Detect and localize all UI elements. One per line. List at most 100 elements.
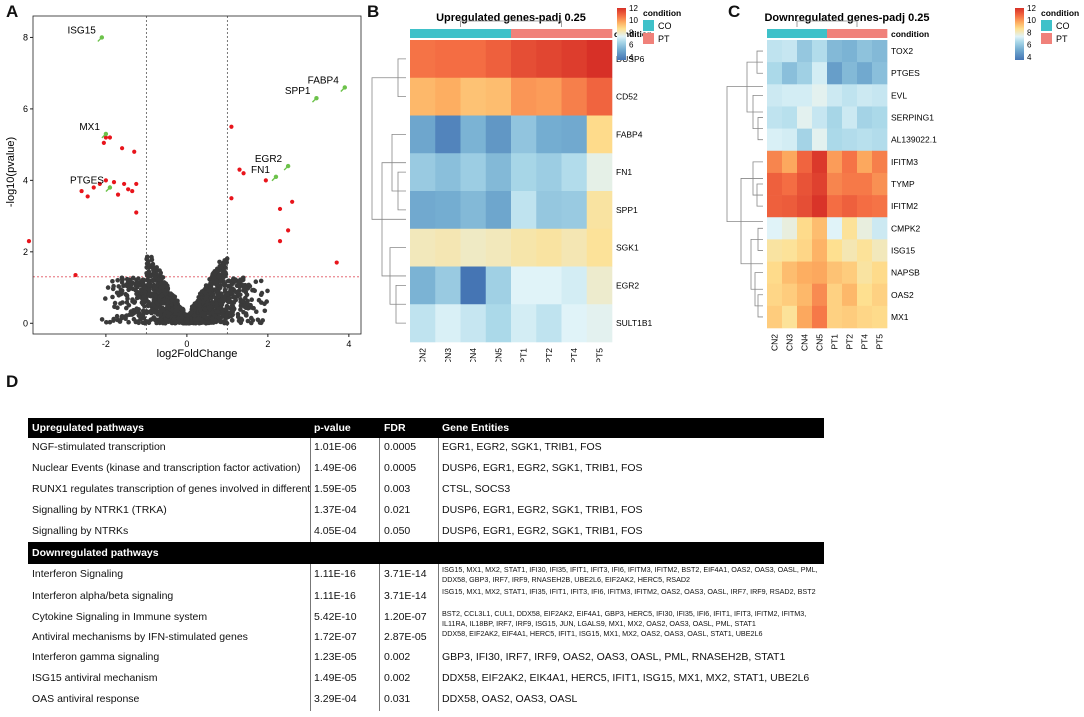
ns-point bbox=[166, 305, 171, 310]
pathway-name: Nuclear Events (kinase and transcription… bbox=[32, 462, 301, 474]
ns-point bbox=[215, 289, 220, 294]
ns-point bbox=[116, 284, 121, 289]
heatmap-cell bbox=[812, 84, 828, 107]
label-leader bbox=[101, 133, 107, 139]
heatmap-cell bbox=[561, 115, 588, 154]
significant-point bbox=[85, 194, 90, 199]
heatmap-cell bbox=[435, 77, 461, 116]
table-row: Interferon Signaling 1.11E-16 3.71E-14 ISG1… bbox=[28, 564, 824, 586]
column-divider bbox=[310, 501, 311, 522]
ns-point bbox=[116, 293, 122, 298]
ns-point bbox=[142, 289, 148, 295]
heatmap-cell bbox=[460, 115, 487, 154]
row-label: CD52 bbox=[616, 92, 638, 102]
ns-point bbox=[138, 317, 143, 322]
ns-point bbox=[265, 288, 270, 294]
ns-point bbox=[204, 315, 210, 320]
pathway-name: Signalling by NTRK1 (TRKA) bbox=[32, 504, 167, 516]
ns-point bbox=[110, 279, 115, 284]
heatmap-cell bbox=[872, 239, 888, 262]
heatmap-cell bbox=[410, 153, 436, 192]
table-header-upregulated: Upregulated pathways p-value FDR Gene En… bbox=[28, 418, 824, 438]
column-divider bbox=[438, 459, 439, 480]
row-label: SERPING1 bbox=[891, 113, 934, 123]
table-row: Cytokine Signaling in Immune system 5.42E… bbox=[28, 608, 824, 628]
ns-point bbox=[228, 313, 234, 319]
column-divider bbox=[379, 669, 380, 690]
heatmap-cell bbox=[536, 304, 562, 343]
legend-item-co: CO bbox=[658, 21, 672, 31]
ns-point bbox=[206, 288, 212, 293]
heatmap-cell bbox=[767, 305, 783, 329]
column-divider bbox=[379, 648, 380, 669]
ns-point bbox=[146, 278, 151, 283]
ns-point bbox=[160, 320, 166, 326]
ns-point bbox=[104, 320, 109, 325]
heatmap-cell bbox=[485, 304, 512, 343]
heatmap-cell bbox=[812, 195, 828, 218]
heatmap-cell bbox=[857, 172, 873, 196]
heatmap-cell bbox=[485, 40, 512, 79]
y-tick-label: 6 bbox=[23, 104, 28, 114]
heatmap-cell bbox=[460, 191, 487, 230]
heatmap-cell bbox=[872, 106, 888, 129]
heatmap-cell bbox=[511, 228, 537, 267]
ns-point bbox=[243, 295, 248, 301]
ns-point bbox=[217, 259, 222, 265]
ns-point bbox=[111, 318, 116, 323]
ns-point bbox=[197, 303, 202, 308]
column-label: PT4 bbox=[860, 334, 870, 350]
fdr-value: 0.002 bbox=[384, 651, 411, 663]
heatmap-cell bbox=[460, 77, 487, 116]
heatmap-cell bbox=[460, 153, 487, 192]
ns-point bbox=[136, 276, 141, 281]
column-divider bbox=[438, 608, 439, 628]
condition-bar-cell bbox=[485, 29, 512, 38]
ns-point bbox=[208, 291, 214, 297]
heatmap-cell bbox=[586, 304, 613, 343]
p-value: 5.42E-10 bbox=[314, 610, 357, 623]
significant-point bbox=[103, 178, 108, 183]
ns-point bbox=[124, 293, 129, 298]
column-label: PT5 bbox=[875, 334, 885, 350]
column-divider bbox=[438, 501, 439, 522]
ns-point bbox=[130, 286, 135, 292]
significant-point bbox=[229, 124, 234, 129]
heatmap-cell bbox=[827, 283, 843, 307]
p-value: 1.49E-05 bbox=[314, 672, 357, 684]
heatmap-title: Downregulated genes-padj 0.25 bbox=[764, 12, 929, 24]
column-divider bbox=[379, 628, 380, 648]
ns-point bbox=[249, 320, 254, 326]
heatmap-cell bbox=[511, 191, 537, 230]
ns-point bbox=[246, 282, 251, 288]
column-divider bbox=[438, 586, 439, 608]
heatmap-cell bbox=[767, 128, 783, 152]
column-divider bbox=[379, 608, 380, 628]
ns-point bbox=[161, 307, 166, 313]
ns-point bbox=[173, 302, 179, 307]
fdr-value: 2.87E-05 bbox=[384, 630, 427, 643]
heatmap-cell bbox=[561, 266, 588, 305]
heatmap-cell bbox=[410, 228, 436, 267]
significant-point bbox=[119, 146, 125, 151]
column-dendrogram bbox=[796, 20, 858, 27]
heatmap-cell bbox=[782, 239, 798, 262]
heatmap-cell bbox=[511, 153, 537, 192]
colorbar-tick: 12 bbox=[629, 4, 638, 13]
ns-point bbox=[192, 313, 197, 318]
significant-point bbox=[126, 187, 131, 192]
gene-entities: GBP3, IFI30, IRF7, IRF9, OAS2, OAS3, OAS… bbox=[442, 651, 786, 663]
ns-point bbox=[185, 320, 190, 325]
heatmap-cell bbox=[797, 283, 813, 307]
heatmap-cell bbox=[536, 153, 562, 192]
significant-point bbox=[134, 181, 139, 187]
fdr-value: 3.71E-14 bbox=[384, 567, 427, 580]
heatmap-cell bbox=[410, 191, 436, 230]
header-down-pathway: Downregulated pathways bbox=[32, 547, 159, 559]
ns-point bbox=[141, 294, 147, 299]
significant-point bbox=[229, 196, 234, 201]
column-label: CN2 bbox=[418, 348, 428, 362]
heatmap-cell bbox=[561, 153, 588, 192]
condition-bar-cell bbox=[782, 29, 798, 38]
ns-point bbox=[222, 273, 228, 279]
